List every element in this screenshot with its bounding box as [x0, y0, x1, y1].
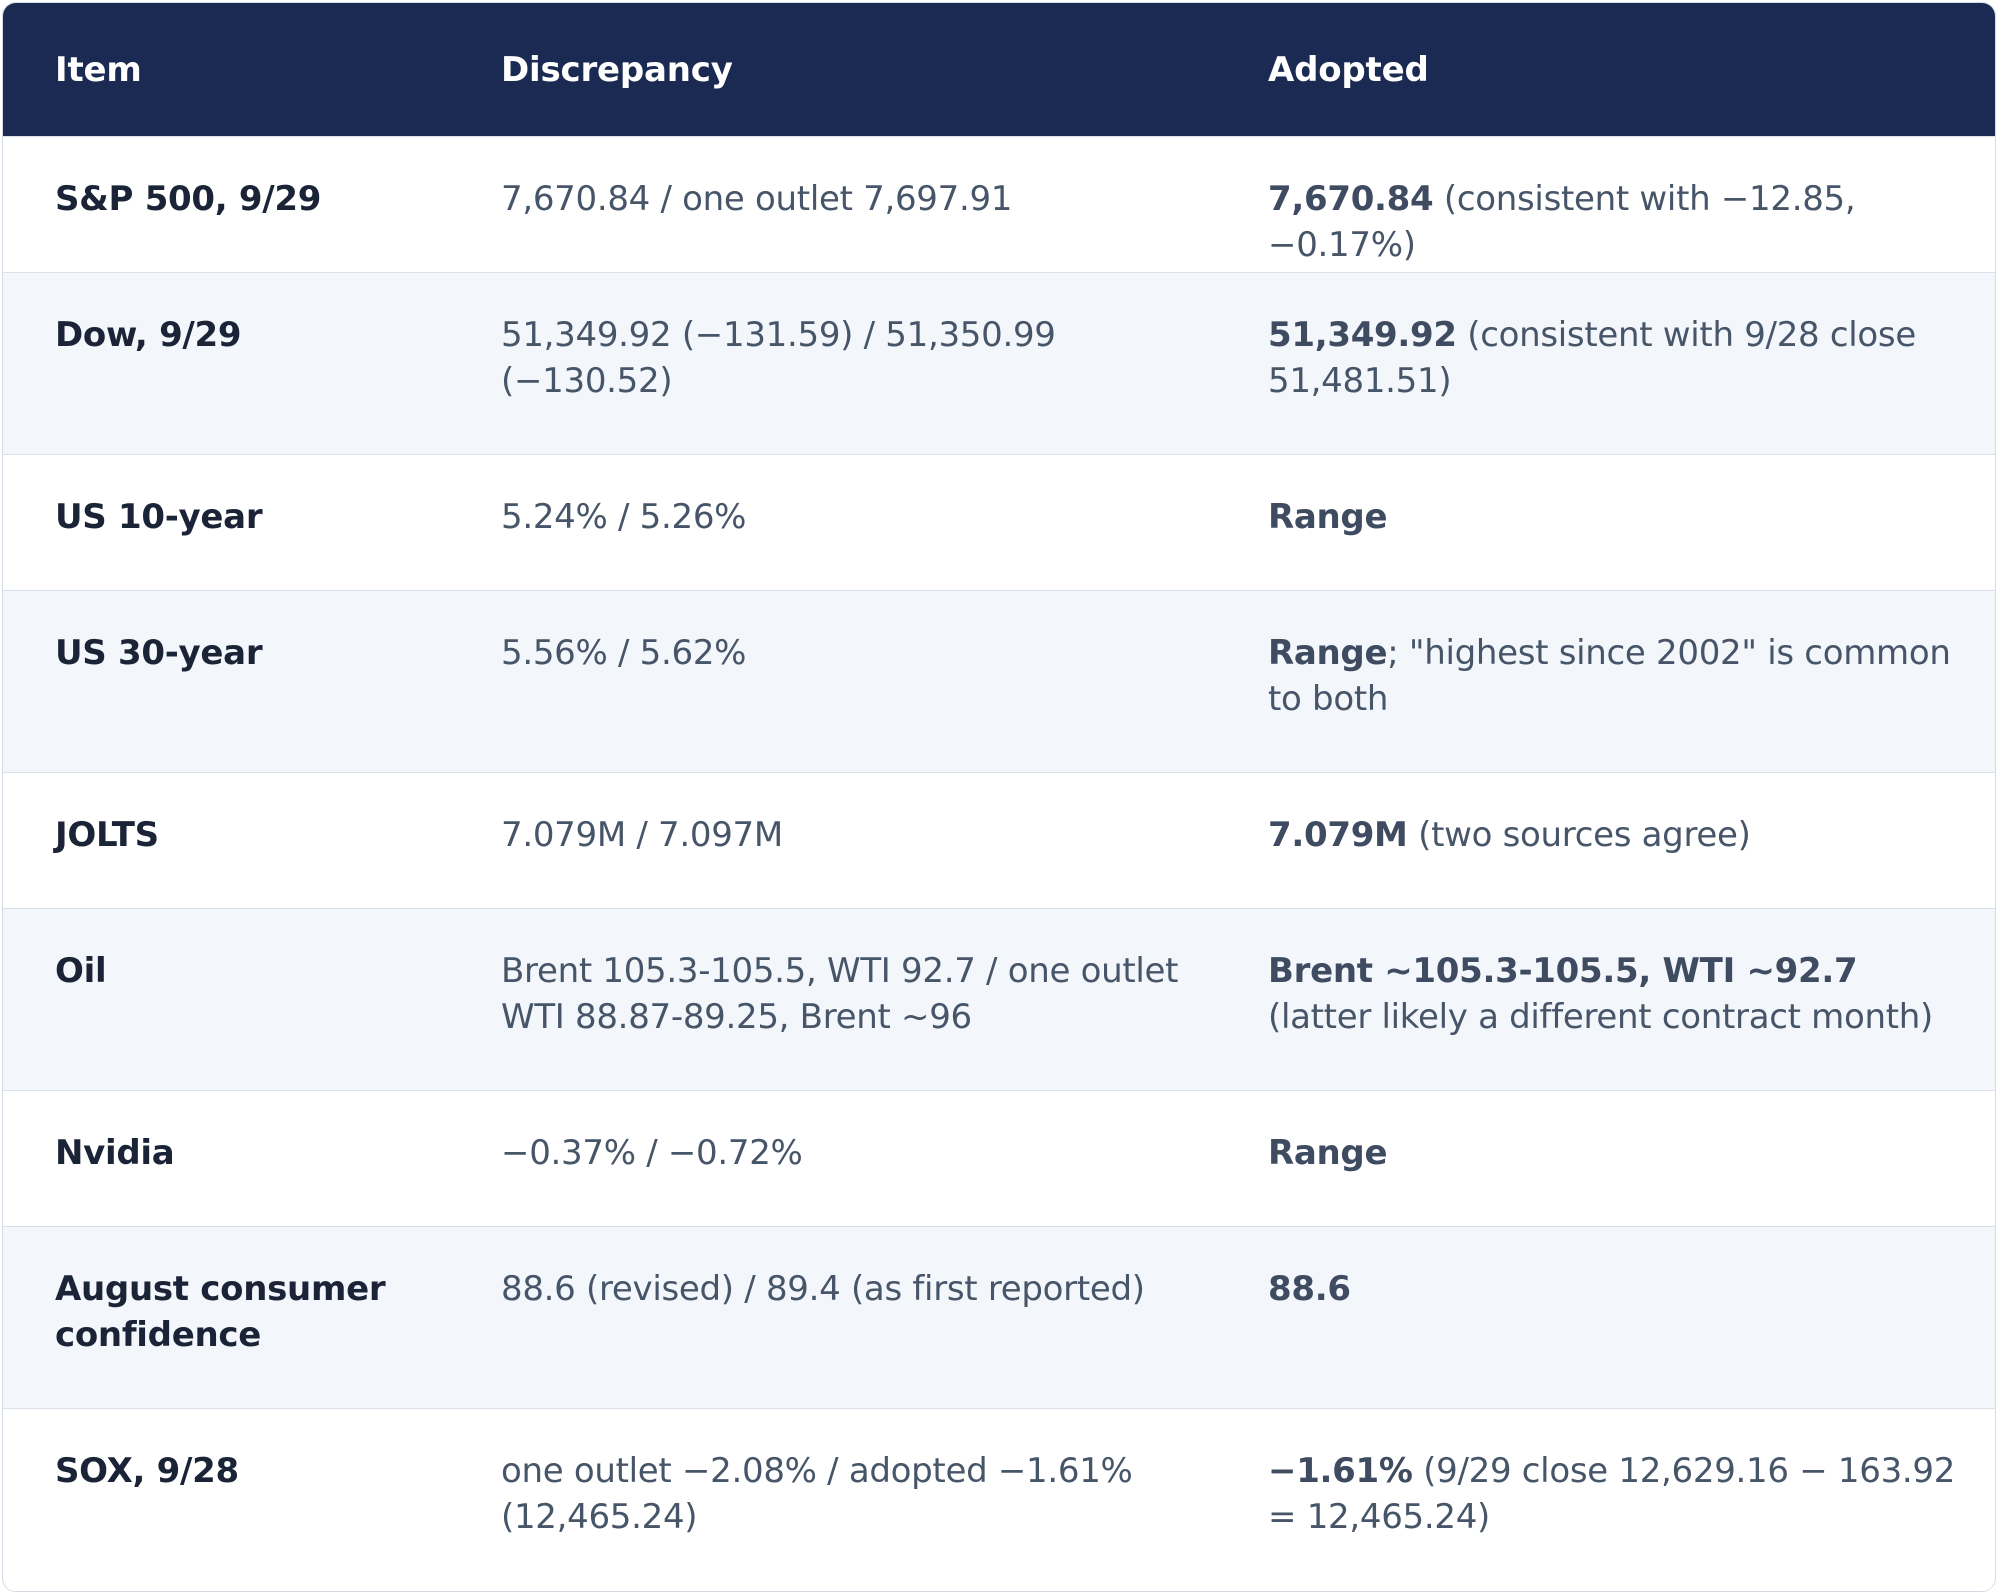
- cell-item: S&P 500, 9/29: [3, 136, 449, 273]
- cell-adopted: 88.6: [1216, 1226, 1995, 1409]
- cell-adopted: Range; "highest since 2002" is common to…: [1216, 590, 1995, 773]
- cell-discrepancy: −0.37% / −0.72%: [449, 1090, 1216, 1227]
- adopted-value: 7,670.84: [1268, 179, 1434, 219]
- cell-adopted: 7.079M (two sources agree): [1216, 772, 1995, 909]
- cell-discrepancy: Brent 105.3-105.5, WTI 92.7 / one outlet…: [449, 908, 1216, 1091]
- adopted-value: Range: [1268, 633, 1388, 673]
- adopted-note: (latter likely a different contract mont…: [1268, 997, 1933, 1037]
- adopted-value: 7.079M: [1268, 815, 1408, 855]
- cell-item: August consumer confidence: [3, 1226, 449, 1409]
- cell-adopted: 7,670.84 (consistent with −12.85, −0.17%…: [1216, 136, 1995, 273]
- adopted-note: (9/29 close 12,629.16 − 163.92 = 12,465.…: [1268, 1451, 1956, 1537]
- adopted-value: −1.61%: [1268, 1451, 1413, 1491]
- adopted-value: 51,349.92: [1268, 315, 1457, 355]
- cell-adopted: Range: [1216, 1090, 1995, 1227]
- table-row: JOLTS 7.079M / 7.097M 7.079M (two source…: [3, 772, 1995, 909]
- cell-discrepancy: 7,670.84 / one outlet 7,697.91: [449, 136, 1216, 273]
- cell-item: US 30-year: [3, 590, 449, 773]
- adopted-value: Range: [1268, 497, 1388, 537]
- table-header: Item Discrepancy Adopted: [3, 3, 1995, 137]
- adopted-note: (consistent with 9/28 close 51,481.51): [1268, 315, 1916, 401]
- cell-adopted: −1.61% (9/29 close 12,629.16 − 163.92 = …: [1216, 1408, 1995, 1591]
- cell-item: US 10-year: [3, 454, 449, 591]
- cell-item: Nvidia: [3, 1090, 449, 1227]
- adopted-note: ; "highest since 2002" is common to both: [1268, 633, 1951, 719]
- header-item: Item: [3, 3, 449, 137]
- cell-discrepancy: 88.6 (revised) / 89.4 (as first reported…: [449, 1226, 1216, 1409]
- table-body: S&P 500, 9/29 7,670.84 / one outlet 7,69…: [3, 136, 1995, 1591]
- adopted-value: Brent ~105.3-105.5, WTI ~92.7: [1268, 951, 1858, 991]
- header-row: Item Discrepancy Adopted: [3, 3, 1995, 137]
- adopted-value: Range: [1268, 1133, 1388, 1173]
- cell-item: Dow, 9/29: [3, 272, 449, 455]
- header-adopted: Adopted: [1216, 3, 1995, 137]
- adopted-value: 88.6: [1268, 1269, 1351, 1309]
- table-row: August consumer confidence 88.6 (revised…: [3, 1226, 1995, 1409]
- cell-discrepancy: 5.24% / 5.26%: [449, 454, 1216, 591]
- table-row: Nvidia −0.37% / −0.72% Range: [3, 1090, 1995, 1227]
- table-row: Dow, 9/29 51,349.92 (−131.59) / 51,350.9…: [3, 272, 1995, 455]
- adopted-note: (consistent with −12.85, −0.17%): [1268, 179, 1856, 265]
- table-row: US 30-year 5.56% / 5.62% Range; "highest…: [3, 590, 1995, 773]
- table-row: SOX, 9/28 one outlet −2.08% / adopted −1…: [3, 1408, 1995, 1591]
- header-discrepancy: Discrepancy: [449, 3, 1216, 137]
- cell-item: Oil: [3, 908, 449, 1091]
- table-row: Oil Brent 105.3-105.5, WTI 92.7 / one ou…: [3, 908, 1995, 1091]
- cell-adopted: Range: [1216, 454, 1995, 591]
- cell-discrepancy: 5.56% / 5.62%: [449, 590, 1216, 773]
- table-row: US 10-year 5.24% / 5.26% Range: [3, 454, 1995, 591]
- table-row: S&P 500, 9/29 7,670.84 / one outlet 7,69…: [3, 136, 1995, 273]
- cell-item: SOX, 9/28: [3, 1408, 449, 1591]
- cell-item: JOLTS: [3, 772, 449, 909]
- cell-discrepancy: one outlet −2.08% / adopted −1.61% (12,4…: [449, 1408, 1216, 1591]
- cell-discrepancy: 7.079M / 7.097M: [449, 772, 1216, 909]
- discrepancy-table: Item Discrepancy Adopted S&P 500, 9/29 7…: [3, 3, 1995, 1591]
- cell-adopted: Brent ~105.3-105.5, WTI ~92.7 (latter li…: [1216, 908, 1995, 1091]
- cell-adopted: 51,349.92 (consistent with 9/28 close 51…: [1216, 272, 1995, 455]
- adopted-note: (two sources agree): [1407, 815, 1751, 855]
- cell-discrepancy: 51,349.92 (−131.59) / 51,350.99 (−130.52…: [449, 272, 1216, 455]
